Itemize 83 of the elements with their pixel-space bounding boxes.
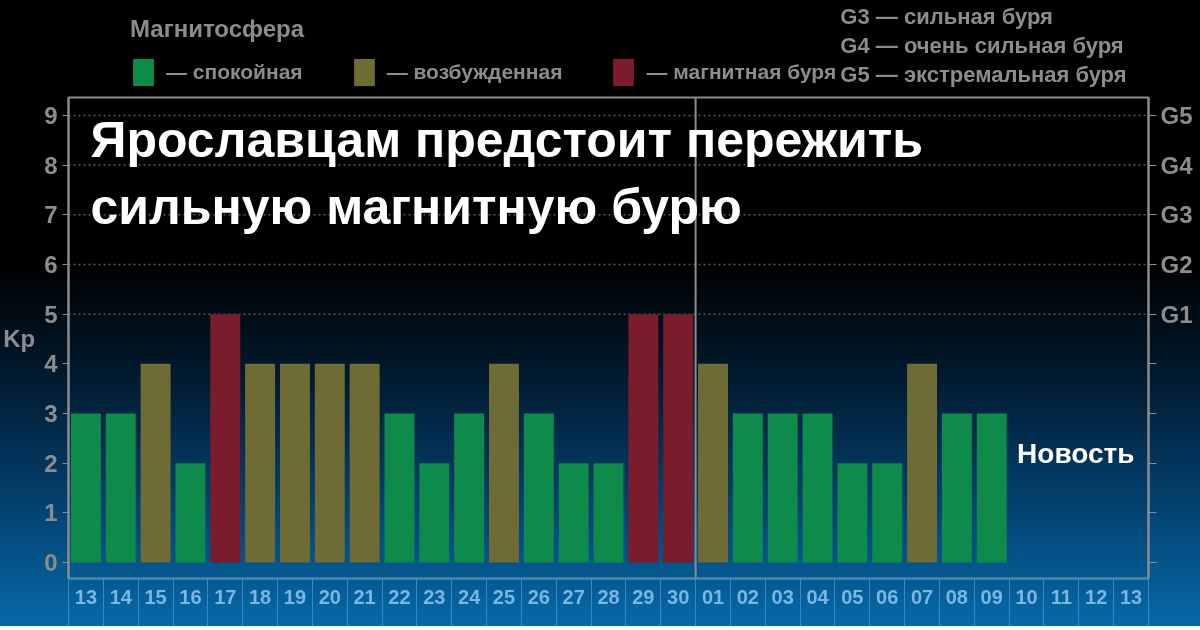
x-tick-label: 17 [214,585,237,608]
legend-label: — магнитная буря [646,60,837,84]
legend-label: — спокойная [166,60,303,84]
ref-line-label: G5 [1160,101,1193,129]
ref-line-label: G2 [1160,250,1193,278]
x-tick-label: 25 [492,585,516,608]
x-tick-label: 05 [841,585,864,608]
text: G5 — экстремальная буря [840,62,1127,87]
bar [175,463,206,563]
y-tick-label: 0 [44,549,58,577]
y-tick-label: 9 [44,101,58,129]
y-tick-label: 7 [44,201,58,229]
bar [349,363,380,563]
y-tick-label: 1 [44,499,58,527]
x-tick-label: 22 [388,585,411,608]
x-tick-label: 11 [1050,585,1072,608]
x-tick-label: 16 [179,585,202,608]
bar [314,363,345,563]
x-tick-label: 19 [283,585,307,608]
x-tick-label: 09 [980,585,1003,608]
bar [558,463,589,563]
x-tick-label: 21 [353,585,376,608]
bar [907,363,938,563]
bar [802,413,833,563]
bar [698,363,728,563]
annotation: Новость [1017,437,1135,469]
bar [419,463,450,563]
x-tick-label: 20 [318,585,341,608]
x-tick-label: 13 [1119,585,1143,608]
x-tick-label: 02 [736,585,759,608]
bar [210,314,241,563]
bar [837,463,868,563]
bar [872,463,903,563]
bar [732,413,763,563]
bar [941,413,972,563]
x-tick-label: 06 [876,585,899,608]
y-tick-label: 3 [44,400,58,428]
legend-title: Магнитосфера [130,15,306,43]
x-tick-label: 10 [1015,585,1038,608]
y-tick-label: 8 [44,151,58,179]
bar [245,363,276,563]
legend-label: — возбужденная [386,60,563,84]
x-tick-label: 14 [109,585,133,608]
x-tick-label: 24 [458,585,482,608]
x-tick-label: 26 [527,585,550,608]
x-tick-label: 15 [144,585,167,608]
x-tick-label: 29 [632,585,655,608]
bar [279,363,310,563]
bar [70,413,101,563]
bar [593,463,624,563]
y-tick-label: 6 [44,250,58,278]
text: G3 — сильная буря [840,4,1053,29]
x-tick-label: 13 [74,585,98,608]
x-tick-label: 03 [771,585,794,608]
x-tick-label: 04 [806,585,830,608]
x-tick-label: 08 [945,585,969,608]
y-tick-label: 4 [44,350,59,378]
x-tick-label: 27 [562,585,585,608]
bar [105,413,136,563]
bar [489,363,519,563]
bar [767,413,798,563]
text: G4 — очень сильная буря [840,33,1124,58]
x-tick-label: 23 [423,585,446,608]
bar [663,314,694,563]
x-tick-label: 07 [910,585,934,608]
y-tick-label: 2 [44,449,58,477]
x-tick-label: 30 [667,585,690,608]
bar [628,314,659,563]
bar [976,413,1007,563]
bar [454,413,485,563]
x-tick-label: 18 [248,585,272,608]
bar [523,413,554,563]
x-tick-label: 12 [1085,585,1108,608]
ref-line-label: G3 [1160,201,1193,229]
y-tick-label: 5 [44,300,58,328]
bar [140,363,171,563]
x-tick-label: 01 [701,585,725,608]
y-axis-title: Kp [3,324,36,352]
x-tick-label: 28 [597,585,620,608]
bar [384,413,415,563]
ref-line-label: G1 [1160,300,1193,328]
ref-line-label: G4 [1160,151,1194,179]
text: Ярославцам предстоит пережить сильную магнитную бурю [90,111,924,235]
